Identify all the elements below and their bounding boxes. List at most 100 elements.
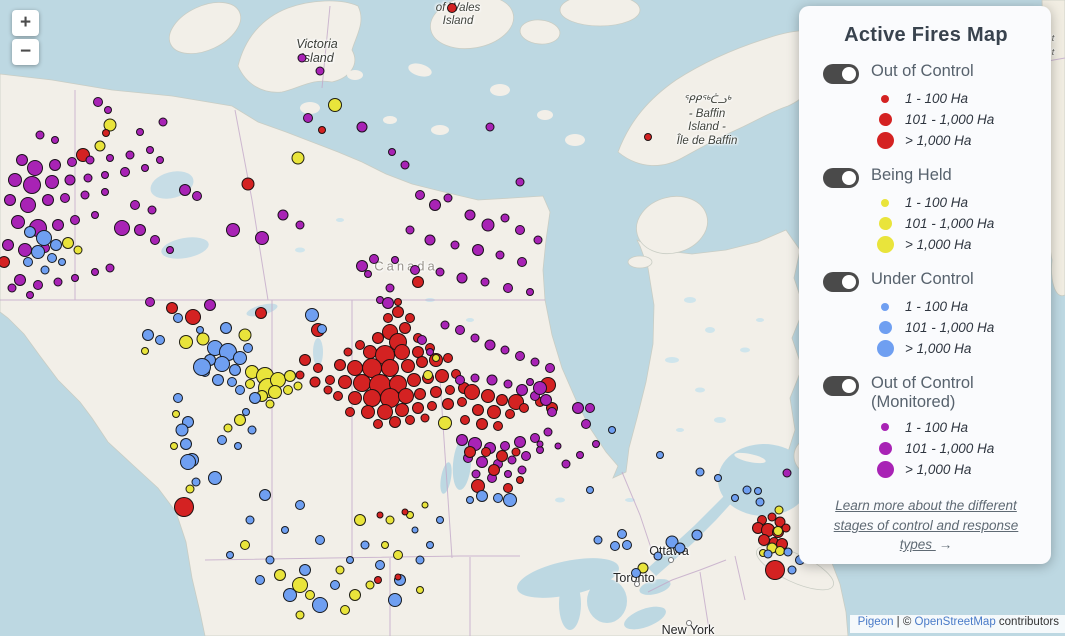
fire-marker-mon[interactable] xyxy=(91,211,99,219)
fire-marker-bh[interactable] xyxy=(284,370,296,382)
fire-marker-oc[interactable] xyxy=(381,359,399,377)
fire-marker-mon[interactable] xyxy=(226,223,240,237)
fire-marker-uc[interactable] xyxy=(265,555,275,565)
fire-marker-oc[interactable] xyxy=(355,340,365,350)
fire-marker-mon[interactable] xyxy=(20,197,36,213)
fire-marker-mon[interactable] xyxy=(455,325,465,335)
fire-marker-mon[interactable] xyxy=(204,299,216,311)
fire-marker-mon[interactable] xyxy=(554,442,562,450)
fire-marker-bh[interactable] xyxy=(141,347,149,355)
fire-marker-mon[interactable] xyxy=(303,113,313,123)
fire-marker-uc[interactable] xyxy=(763,549,773,559)
fire-marker-mon[interactable] xyxy=(11,215,25,229)
fire-marker-uc[interactable] xyxy=(656,451,664,459)
fire-marker-mon[interactable] xyxy=(514,436,526,448)
fire-marker-mon[interactable] xyxy=(71,274,79,282)
fire-marker-oc[interactable] xyxy=(412,402,424,414)
fire-marker-oc[interactable] xyxy=(394,298,402,306)
fire-marker-oc[interactable] xyxy=(325,375,335,385)
fire-marker-mon[interactable] xyxy=(516,384,528,396)
fire-marker-uc[interactable] xyxy=(305,308,319,322)
fire-marker-mon[interactable] xyxy=(369,254,379,264)
fire-marker-mon[interactable] xyxy=(521,451,531,461)
fire-marker-oc[interactable] xyxy=(472,404,484,416)
toggle-monitored[interactable] xyxy=(823,376,859,396)
fire-marker-oc[interactable] xyxy=(255,307,267,319)
fire-marker-uc[interactable] xyxy=(315,535,325,545)
fire-marker-mon[interactable] xyxy=(517,465,527,475)
fire-marker-bh[interactable] xyxy=(381,541,389,549)
fire-marker-mon[interactable] xyxy=(455,375,465,385)
fire-marker-oc[interactable] xyxy=(407,373,421,387)
fire-marker-uc[interactable] xyxy=(426,541,434,549)
fire-marker-mon[interactable] xyxy=(400,160,410,170)
fire-marker-oc[interactable] xyxy=(374,576,382,584)
fire-marker-uc[interactable] xyxy=(476,490,488,502)
fire-marker-oc[interactable] xyxy=(333,391,343,401)
fire-marker-mon[interactable] xyxy=(130,200,140,210)
fire-marker-mon[interactable] xyxy=(592,440,600,448)
fire-marker-bh[interactable] xyxy=(432,354,440,362)
fire-marker-oc[interactable] xyxy=(348,391,362,405)
fire-marker-oc[interactable] xyxy=(476,418,488,430)
fire-marker-mon[interactable] xyxy=(156,156,164,164)
fire-marker-mon[interactable] xyxy=(500,345,510,355)
fire-marker-uc[interactable] xyxy=(180,438,192,450)
fire-marker-oc[interactable] xyxy=(405,313,415,323)
fire-marker-mon[interactable] xyxy=(405,225,415,235)
fire-marker-mon[interactable] xyxy=(35,130,45,140)
fire-marker-bh[interactable] xyxy=(94,140,106,152)
fire-marker-mon[interactable] xyxy=(435,267,445,277)
fire-marker-mon[interactable] xyxy=(585,403,595,413)
fire-marker-oc[interactable] xyxy=(0,256,10,268)
fire-marker-mon[interactable] xyxy=(417,335,427,345)
fire-marker-mon[interactable] xyxy=(782,468,792,478)
fire-marker-mon[interactable] xyxy=(464,209,476,221)
fire-marker-bh[interactable] xyxy=(423,370,433,380)
toggle-under-control[interactable] xyxy=(823,272,859,292)
fire-marker-bh[interactable] xyxy=(328,98,342,112)
fire-marker-mon[interactable] xyxy=(14,274,26,286)
fire-marker-mon[interactable] xyxy=(450,240,460,250)
fire-marker-mon[interactable] xyxy=(277,209,289,221)
fire-marker-oc[interactable] xyxy=(345,407,355,417)
fire-marker-mon[interactable] xyxy=(530,357,540,367)
fire-marker-oc[interactable] xyxy=(457,397,467,407)
fire-marker-bh[interactable] xyxy=(196,332,210,346)
fire-marker-mon[interactable] xyxy=(533,235,543,245)
fire-marker-mon[interactable] xyxy=(134,224,146,236)
fire-marker-uc[interactable] xyxy=(593,535,603,545)
fire-marker-mon[interactable] xyxy=(572,402,584,414)
fire-marker-mon[interactable] xyxy=(471,469,481,479)
openstreetmap-link[interactable]: OpenStreetMap xyxy=(914,616,996,628)
fire-marker-mon[interactable] xyxy=(67,157,77,167)
fire-marker-mon[interactable] xyxy=(485,122,495,132)
fire-marker-uc[interactable] xyxy=(411,526,419,534)
fire-marker-mon[interactable] xyxy=(53,277,63,287)
fire-marker-uc[interactable] xyxy=(214,356,230,372)
fire-marker-mon[interactable] xyxy=(356,260,368,272)
fire-marker-mon[interactable] xyxy=(136,128,144,136)
fire-marker-oc[interactable] xyxy=(398,388,414,404)
fire-marker-oc[interactable] xyxy=(511,447,521,457)
fire-marker-uc[interactable] xyxy=(617,529,627,539)
toggle-out-of-control[interactable] xyxy=(823,64,859,84)
fire-marker-oc[interactable] xyxy=(343,347,353,357)
fire-marker-mon[interactable] xyxy=(481,218,495,232)
zoom-in-button[interactable]: + xyxy=(12,10,39,36)
fire-marker-bh[interactable] xyxy=(73,245,83,255)
fire-marker-oc[interactable] xyxy=(372,332,384,344)
fire-marker-uc[interactable] xyxy=(493,493,503,503)
fire-marker-mon[interactable] xyxy=(49,159,61,171)
fire-marker-uc[interactable] xyxy=(375,560,385,570)
fire-marker-mon[interactable] xyxy=(426,348,434,356)
fire-marker-uc[interactable] xyxy=(586,486,594,494)
fire-marker-oc[interactable] xyxy=(505,409,515,419)
fire-marker-uc[interactable] xyxy=(242,408,250,416)
fire-marker-mon[interactable] xyxy=(356,121,368,133)
fire-marker-mon[interactable] xyxy=(297,53,307,63)
fire-marker-uc[interactable] xyxy=(317,324,327,334)
fire-marker-uc[interactable] xyxy=(255,575,265,585)
fire-marker-uc[interactable] xyxy=(36,230,52,246)
fire-marker-mon[interactable] xyxy=(456,434,468,446)
